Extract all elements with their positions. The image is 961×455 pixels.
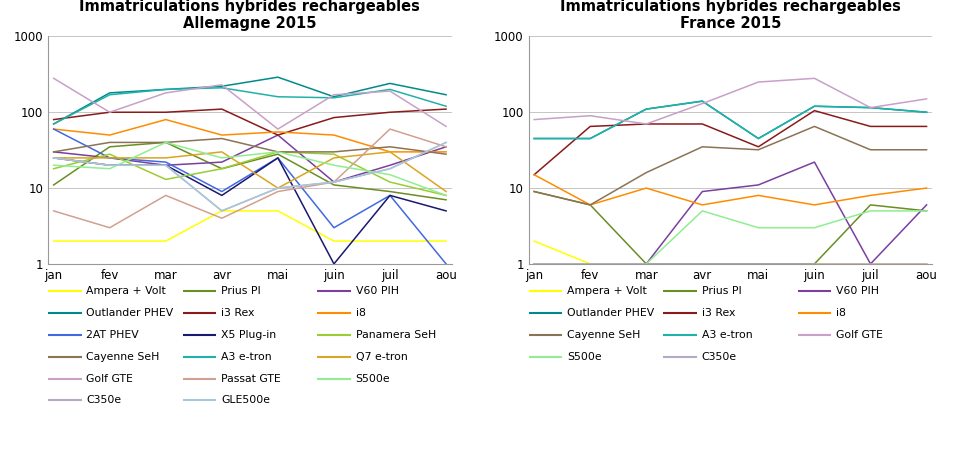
Text: i8: i8: [356, 308, 365, 318]
Text: Outlander PHEV: Outlander PHEV: [86, 308, 174, 318]
Text: Panamera SeH: Panamera SeH: [356, 330, 436, 340]
Text: Cayenne SeH: Cayenne SeH: [567, 330, 640, 340]
Text: GLE500e: GLE500e: [221, 395, 270, 405]
Text: i8: i8: [836, 308, 846, 318]
Text: C350e: C350e: [86, 395, 122, 405]
Text: Ampera + Volt: Ampera + Volt: [86, 286, 166, 296]
Text: Prius PI: Prius PI: [702, 286, 741, 296]
Title: Immatriculations hybrides rechargeables
France 2015: Immatriculations hybrides rechargeables …: [560, 0, 900, 31]
Text: X5 Plug-in: X5 Plug-in: [221, 330, 276, 340]
Text: V60 PIH: V60 PIH: [356, 286, 399, 296]
Text: V60 PIH: V60 PIH: [836, 286, 879, 296]
Text: Q7 e-tron: Q7 e-tron: [356, 352, 407, 362]
Text: Golf GTE: Golf GTE: [836, 330, 883, 340]
Text: A3 e-tron: A3 e-tron: [221, 352, 272, 362]
Text: Cayenne SeH: Cayenne SeH: [86, 352, 160, 362]
Text: S500e: S500e: [567, 352, 602, 362]
Text: Prius PI: Prius PI: [221, 286, 260, 296]
Text: Golf GTE: Golf GTE: [86, 374, 134, 384]
Text: Passat GTE: Passat GTE: [221, 374, 281, 384]
Text: S500e: S500e: [356, 374, 390, 384]
Title: Immatriculations hybrides rechargeables
Allemagne 2015: Immatriculations hybrides rechargeables …: [80, 0, 420, 31]
Text: i3 Rex: i3 Rex: [221, 308, 255, 318]
Text: Ampera + Volt: Ampera + Volt: [567, 286, 647, 296]
Text: i3 Rex: i3 Rex: [702, 308, 735, 318]
Text: Outlander PHEV: Outlander PHEV: [567, 308, 654, 318]
Text: A3 e-tron: A3 e-tron: [702, 330, 752, 340]
Text: C350e: C350e: [702, 352, 737, 362]
Text: 2AT PHEV: 2AT PHEV: [86, 330, 139, 340]
